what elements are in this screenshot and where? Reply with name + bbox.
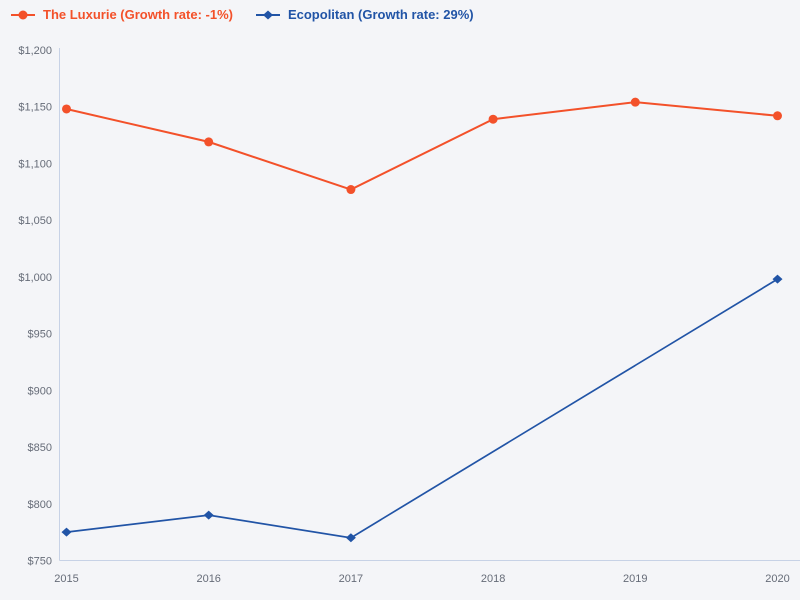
series-line-0[interactable]	[66, 101, 778, 191]
legend-label-ecopolitan: Ecopolitan (Growth rate: 29%)	[287, 7, 474, 22]
data-point-marker[interactable]	[488, 114, 498, 124]
x-tick-label: 2019	[623, 573, 647, 585]
line-diamond-marker-icon	[255, 10, 280, 19]
y-tick-label: $800	[28, 499, 52, 511]
data-point-marker[interactable]	[204, 137, 214, 147]
data-point-marker[interactable]	[203, 510, 214, 520]
x-tick-label: 2020	[765, 573, 789, 585]
data-point-marker[interactable]	[773, 111, 782, 121]
series-line-1[interactable]	[66, 278, 778, 539]
line-circle-marker-icon	[11, 10, 35, 19]
y-tick-label: $900	[28, 385, 52, 397]
data-point-marker[interactable]	[61, 527, 72, 537]
data-point-marker[interactable]	[630, 97, 640, 107]
legend-item-the-luxurie[interactable]: The Luxurie (Growth rate: -1%)	[10, 7, 233, 22]
y-tick-label: $1,150	[18, 102, 52, 114]
y-tick-label: $1,000	[18, 272, 52, 284]
x-tick-label: 2018	[481, 573, 505, 585]
data-point-marker[interactable]	[772, 274, 783, 284]
y-tick-label: $950	[28, 329, 52, 341]
y-tick-label: $1,200	[18, 45, 52, 57]
data-point-marker[interactable]	[345, 533, 356, 543]
y-tick-label: $850	[28, 442, 52, 454]
legend-label-the-luxurie: The Luxurie (Growth rate: -1%)	[43, 7, 233, 22]
y-tick-label: $750	[28, 556, 52, 568]
legend-item-ecopolitan[interactable]: Ecopolitan (Growth rate: 29%)	[255, 7, 474, 22]
x-tick-label: 2015	[54, 573, 78, 585]
data-point-marker[interactable]	[346, 185, 356, 195]
chart-legend: The Luxurie (Growth rate: -1%) Ecopolita…	[10, 7, 474, 22]
x-tick-label: 2016	[196, 573, 220, 585]
y-tick-label: $1,050	[18, 215, 52, 227]
data-point-marker[interactable]	[62, 104, 71, 114]
x-tick-label: 2017	[339, 573, 363, 585]
y-tick-label: $1,100	[18, 158, 52, 170]
